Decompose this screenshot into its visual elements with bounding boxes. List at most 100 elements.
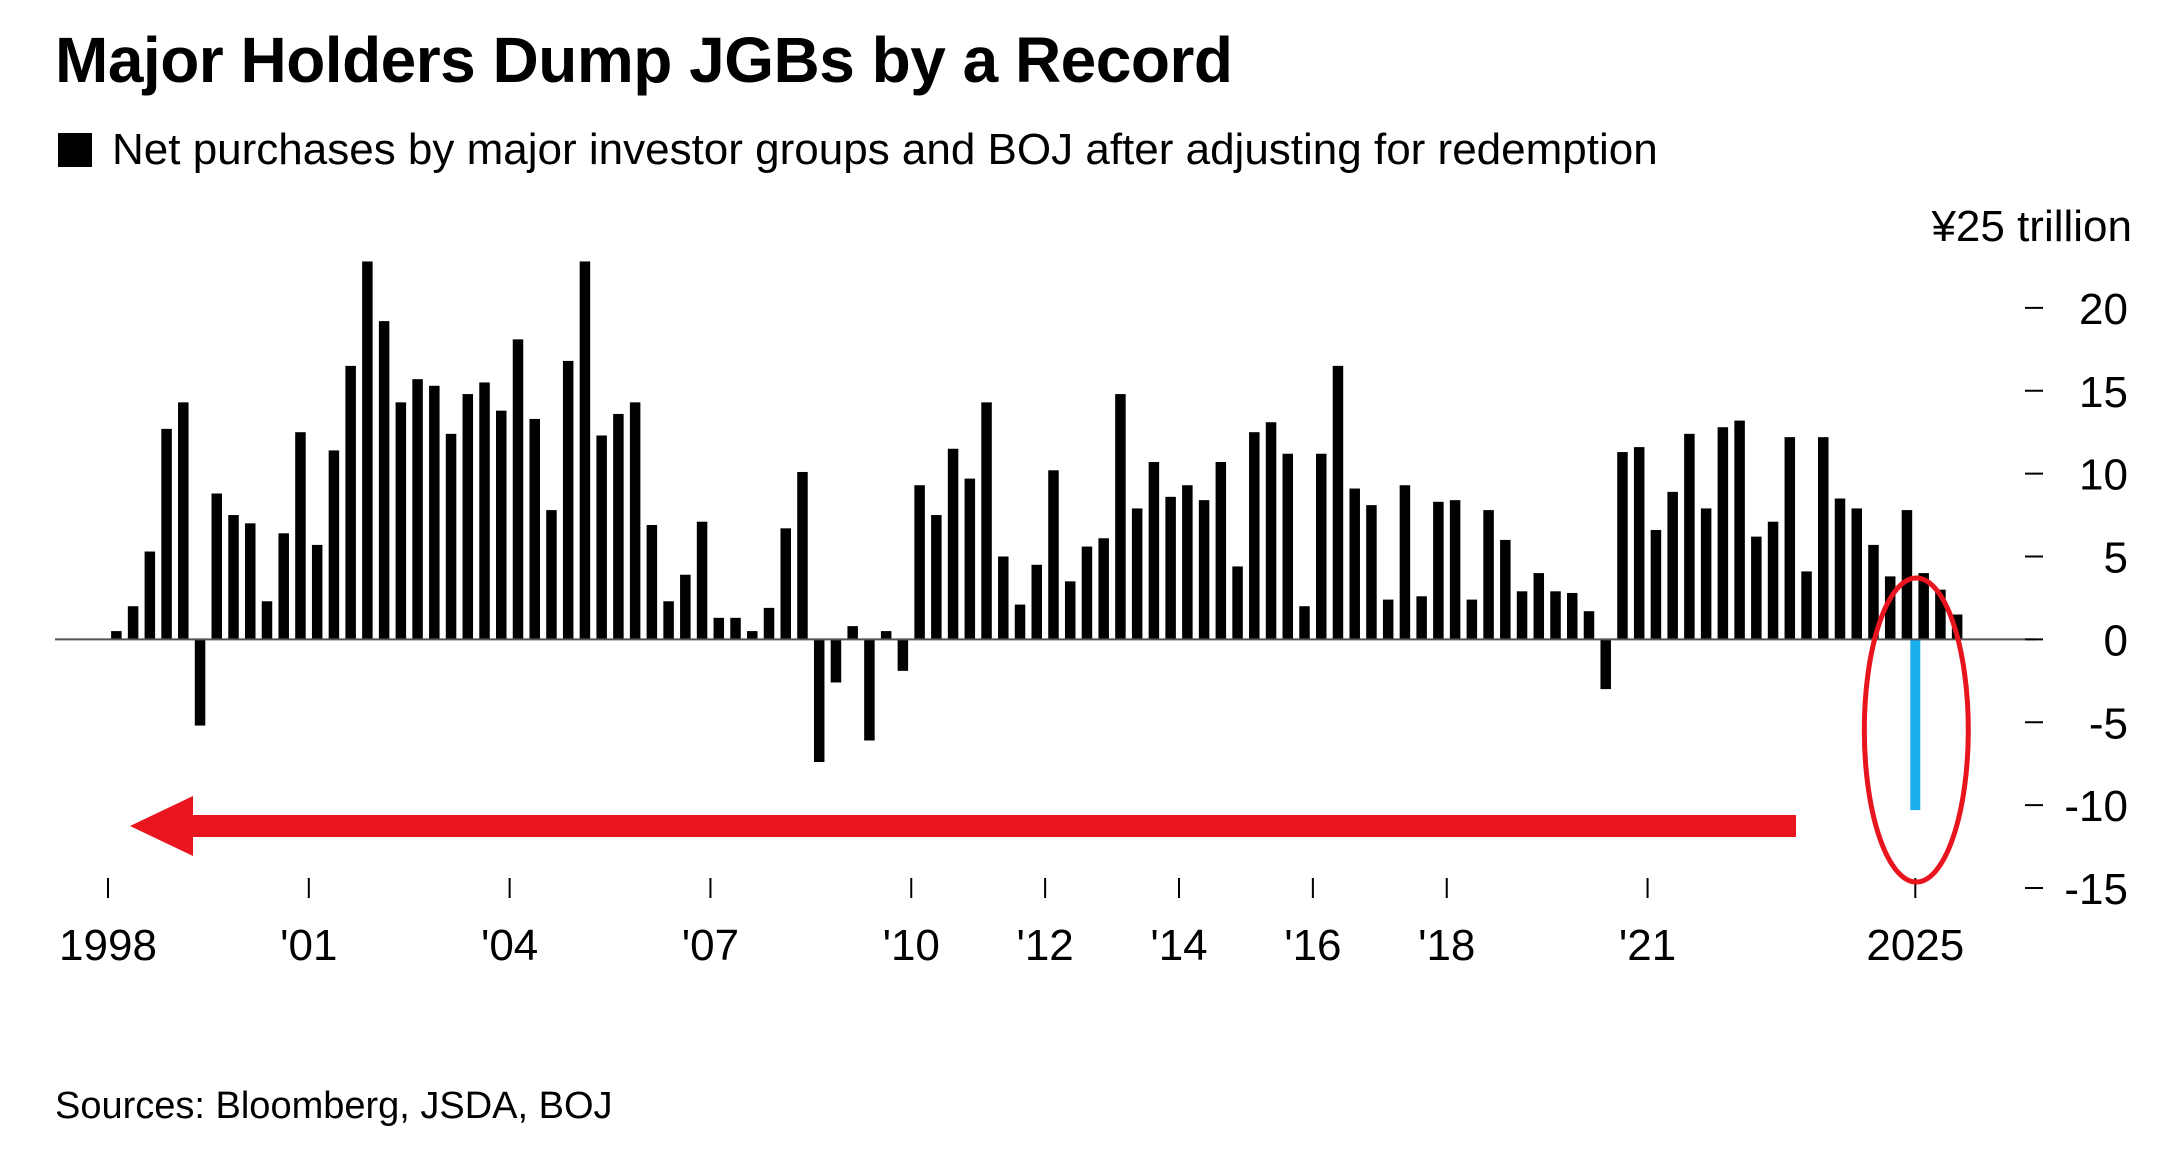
bar: [998, 556, 1009, 640]
x-axis: 1998 '01 '04 '07 '10 '12 '14 '16 '18 '21 2025: [59, 878, 1964, 970]
x-tick-label: '10: [883, 921, 940, 970]
bar: [1868, 544, 1879, 640]
bar: [931, 515, 942, 640]
bar: [1935, 589, 1946, 640]
bar: [178, 402, 189, 640]
bar: [1751, 536, 1762, 640]
bar: [747, 631, 758, 640]
bar: [362, 261, 373, 640]
legend-swatch: [58, 133, 92, 167]
bar: [228, 515, 239, 640]
bar: [395, 402, 407, 640]
bar: [646, 525, 658, 640]
bar: [127, 606, 139, 640]
bar: [546, 510, 557, 640]
bar: [529, 418, 540, 640]
bar: [1148, 462, 1160, 640]
bar: [194, 639, 206, 726]
bar: [1014, 604, 1026, 640]
bar: [328, 450, 340, 640]
bar: [1098, 538, 1109, 640]
bar: [1650, 529, 1662, 640]
bar: [1818, 437, 1829, 640]
bar: [1433, 501, 1444, 640]
highlighted-bar: [1910, 639, 1921, 811]
bars-layer: [111, 261, 1963, 811]
bar: [1165, 496, 1176, 640]
x-tick-label: '04: [481, 921, 538, 970]
bar: [1851, 508, 1862, 640]
bar: [479, 382, 490, 640]
x-tick-label: '07: [682, 921, 739, 970]
y-tick-label: 15: [2079, 368, 2128, 417]
bar: [378, 321, 390, 640]
bar: [1232, 566, 1243, 640]
source-note: Sources: Bloomberg, JSDA, BOJ: [55, 1085, 613, 1127]
bar: [261, 601, 273, 640]
bar: [445, 433, 457, 640]
bar: [1600, 639, 1611, 690]
bar: [1533, 573, 1545, 640]
x-tick-label: '12: [1016, 921, 1073, 970]
bar: [1617, 452, 1628, 640]
y-tick-label: 5: [2104, 534, 2128, 583]
x-tick-label: '21: [1619, 921, 1676, 970]
bar: [1366, 505, 1377, 640]
bar: [1834, 498, 1846, 640]
bar: [1198, 500, 1210, 640]
bar: [629, 402, 641, 640]
chart-title: Major Holders Dump JGBs by a Record: [55, 24, 1233, 96]
bar: [1583, 611, 1595, 640]
legend: Net purchases by major investor groups a…: [58, 122, 1658, 178]
highlight-ellipse: [1861, 575, 1971, 885]
y-tick-label: -10: [2064, 782, 2128, 831]
x-tick-label: '01: [280, 921, 337, 970]
bar: [713, 617, 725, 640]
bar: [496, 410, 507, 640]
bar: [1265, 422, 1277, 640]
bar: [914, 485, 925, 640]
bar: [1734, 420, 1745, 640]
bar: [1918, 573, 1929, 640]
bar: [579, 261, 591, 640]
bar: [311, 544, 323, 640]
y-unit-label: ¥25 trillion: [1930, 202, 2132, 251]
bar: [1249, 432, 1260, 640]
arrow-head: [130, 796, 193, 856]
bar: [144, 551, 156, 640]
bar: [864, 639, 875, 741]
x-tick-label: '18: [1418, 921, 1475, 970]
bar: [1466, 599, 1478, 640]
y-tick-label: 0: [2104, 616, 2128, 665]
bar: [596, 435, 607, 640]
bar: [680, 574, 691, 640]
bar: [1449, 500, 1461, 640]
bar: [1031, 564, 1042, 640]
x-tick-label: '14: [1150, 921, 1207, 970]
bar: [1567, 592, 1578, 640]
bar: [847, 626, 858, 640]
bar: [1700, 508, 1712, 640]
bar: [1382, 599, 1394, 640]
bar: [1299, 606, 1310, 640]
bar: [1215, 462, 1227, 640]
bar: [1784, 437, 1796, 640]
bar: [830, 639, 842, 683]
bar: [1349, 488, 1360, 640]
bar: [730, 617, 741, 640]
bar: [1901, 510, 1913, 640]
x-tick-label: '16: [1284, 921, 1341, 970]
bar: [1667, 491, 1678, 640]
bar: [1399, 485, 1411, 640]
bar: [1717, 427, 1729, 640]
bar: [1282, 453, 1294, 640]
bar: [1315, 453, 1327, 640]
bar: [1182, 485, 1193, 640]
bar: [462, 394, 474, 640]
bar: [278, 533, 289, 640]
y-tick-label: -15: [2064, 865, 2128, 914]
x-tick-label: 2025: [1866, 921, 1964, 970]
bar: [1416, 596, 1427, 640]
arrow-shaft: [180, 815, 1796, 837]
bar: [1332, 365, 1344, 640]
